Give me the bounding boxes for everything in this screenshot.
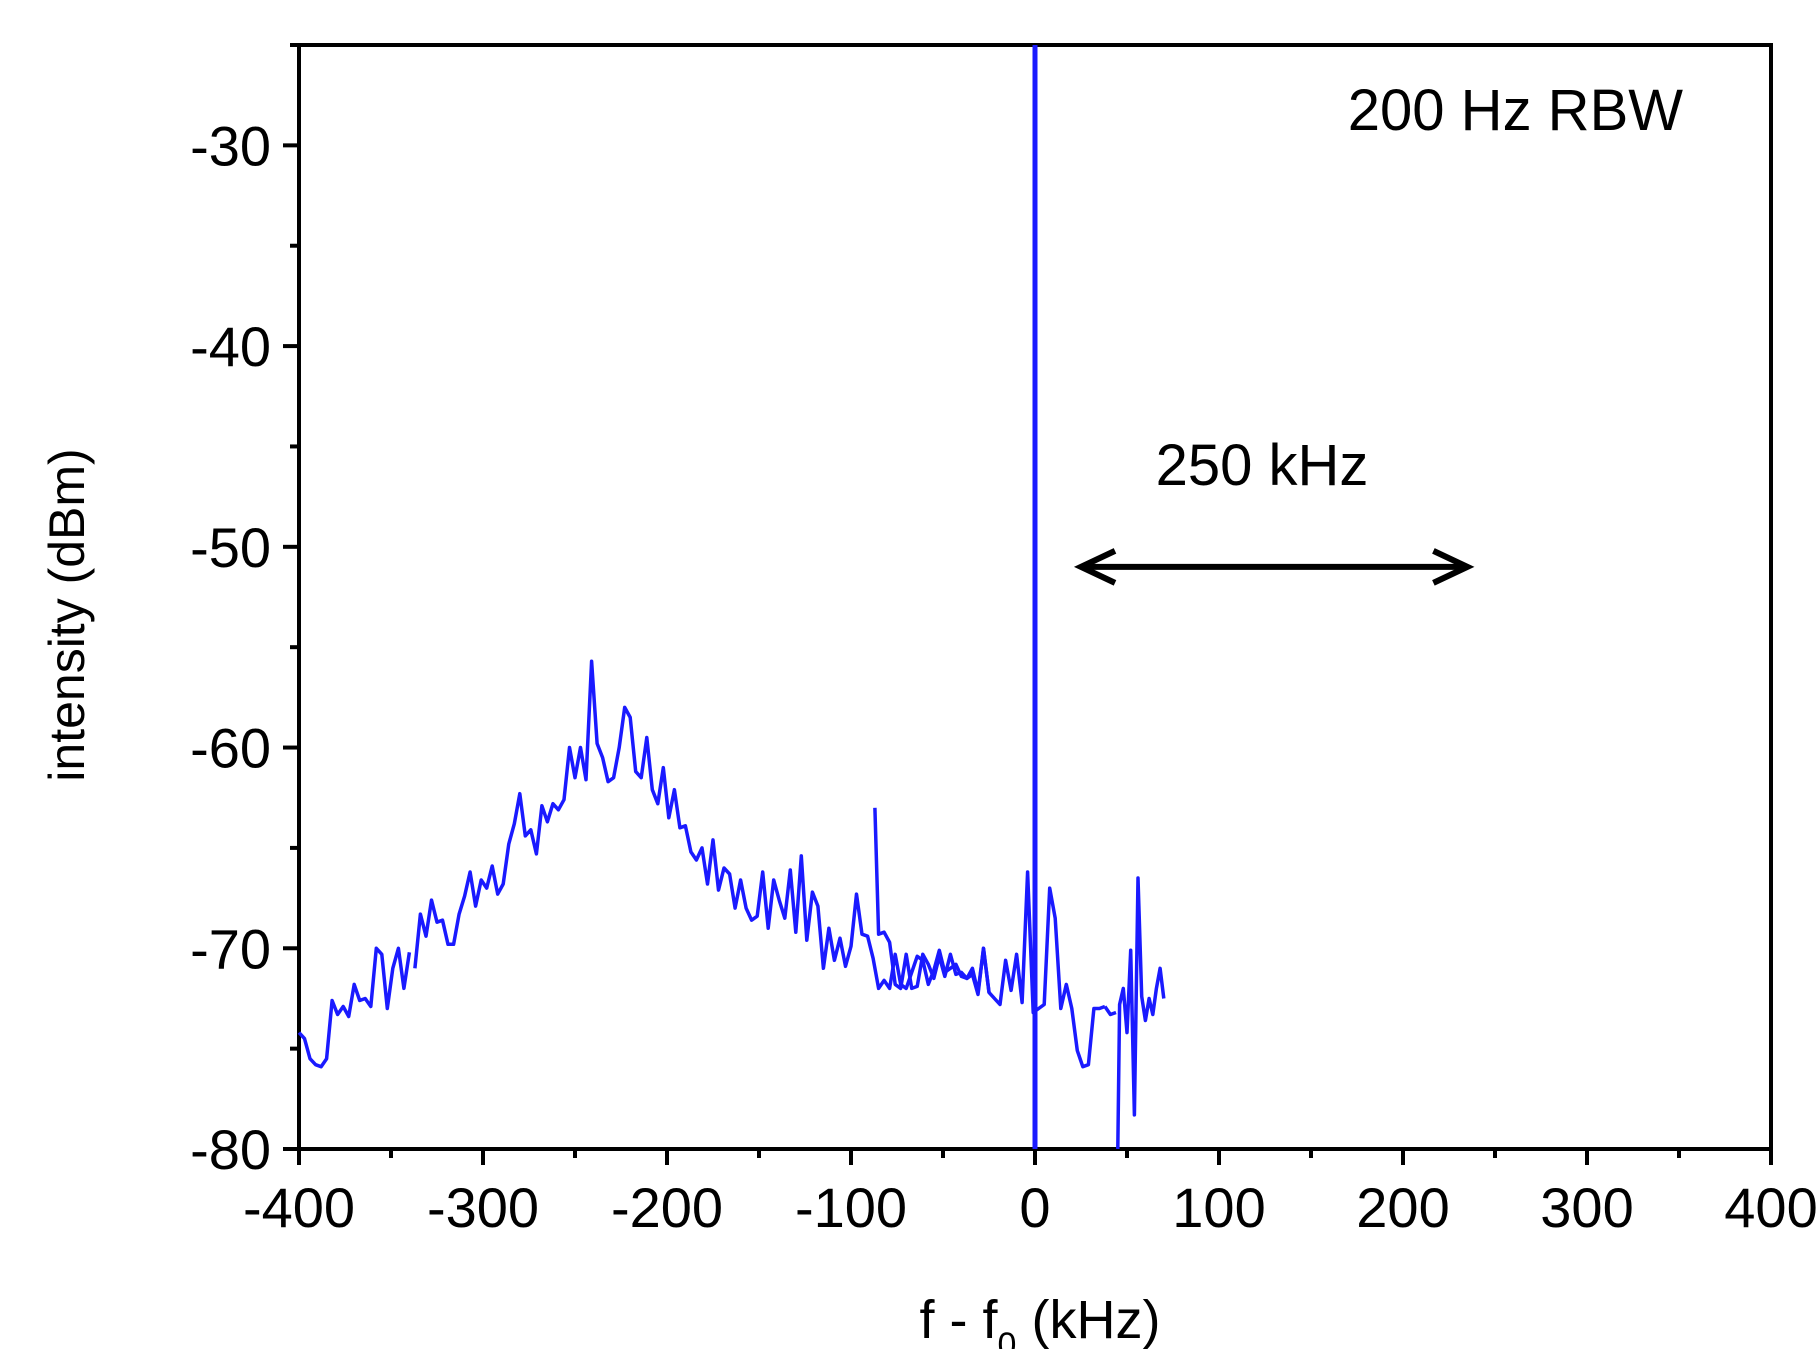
series-line-segment <box>1116 876 1166 1150</box>
x-tick-label: 300 <box>1540 1176 1633 1239</box>
x-axis-label-subscript: 0 <box>998 1326 1017 1349</box>
series-line-segment <box>413 659 991 997</box>
series-line-segment <box>297 946 412 1069</box>
spacing-arrow-head-right <box>1432 548 1475 586</box>
annotation-layer: 200 Hz RBW 250 kHz <box>1073 78 1683 586</box>
axes-layer: -400 -300 -200 -100 0 100 200 300 400 -80 -70 -60 -5… <box>190 43 1818 1239</box>
x-tick-label: -400 <box>243 1176 355 1239</box>
x-axis-label-main: f - f <box>920 1290 999 1349</box>
x-axis-label-unit: (kHz) <box>1016 1290 1160 1349</box>
x-axis-label: f - f0 (kHz) <box>920 1290 1161 1349</box>
x-tick-label: -100 <box>795 1176 907 1239</box>
rbw-annotation: 200 Hz RBW <box>1348 78 1683 143</box>
series-line-segment <box>1103 1005 1117 1017</box>
y-tick-label: -50 <box>190 516 271 579</box>
y-tick-label: -40 <box>190 315 271 378</box>
x-tick-label: 200 <box>1356 1176 1449 1239</box>
y-tick-label: -80 <box>190 1118 271 1181</box>
y-tick-label: -30 <box>190 114 271 177</box>
series-layer <box>297 45 1166 1150</box>
spacing-arrow-head-left <box>1073 548 1117 586</box>
x-tick-label: -300 <box>427 1176 539 1239</box>
series-line-segment <box>873 807 1106 1069</box>
spacing-annotation: 250 kHz <box>1156 433 1369 498</box>
x-tick-label: -200 <box>611 1176 723 1239</box>
y-axis-label: intensity (dBm) <box>39 448 95 781</box>
x-tick-label: 100 <box>1172 1176 1265 1239</box>
y-tick-label: -70 <box>190 917 271 980</box>
y-tick-label: -60 <box>190 717 271 780</box>
x-tick-label: 0 <box>1019 1176 1050 1239</box>
x-tick-label: 400 <box>1724 1176 1817 1239</box>
